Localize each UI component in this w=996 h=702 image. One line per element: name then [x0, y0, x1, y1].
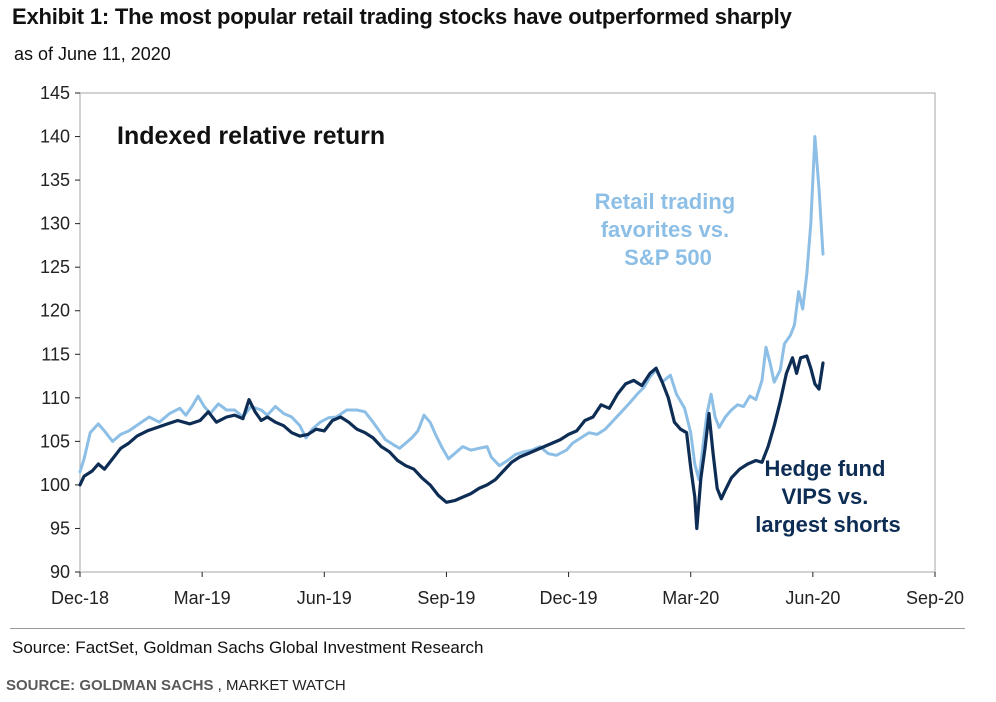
y-tick-label: 145 [40, 83, 70, 103]
hedge-label-line: Hedge fund [764, 456, 885, 481]
y-tick-label: 90 [50, 562, 70, 582]
x-tick-label: Jun-19 [297, 588, 352, 608]
x-tick-label: Dec-19 [540, 588, 598, 608]
y-tick-label: 125 [40, 257, 70, 277]
hedge-label-line: VIPS vs. [782, 484, 869, 509]
x-tick-label: Dec-18 [51, 588, 109, 608]
retail-favorites-line [78, 135, 825, 482]
y-tick-label: 120 [40, 301, 70, 321]
exhibit-subtitle: as of June 11, 2020 [14, 44, 171, 64]
series-layer [78, 135, 825, 531]
source-note: Source: FactSet, Goldman Sachs Global In… [12, 638, 484, 657]
y-tick-label: 110 [41, 388, 70, 408]
hedge-series-label: Hedge fund VIPS vs. largest shorts [755, 456, 901, 537]
credit-separator: , [213, 677, 227, 694]
x-tick-label: Mar-20 [662, 588, 719, 608]
credit-label: SOURCE: GOLDMAN SACHS [6, 677, 214, 694]
footer-divider [10, 628, 965, 629]
y-tick-label: 135 [40, 170, 70, 190]
plot-frame [79, 92, 936, 573]
chart-annotation-title: Indexed relative return [117, 122, 385, 150]
line-chart: 90 95 100 105 110 115 120 125 130 135 140 145 Dec-1… [40, 83, 964, 608]
retail-label-line: Retail trading [595, 189, 736, 214]
credit-line: SOURCE: GOLDMAN SACHS , MARKET WATCH [6, 677, 346, 694]
retail-series-label: Retail trading favorites vs. S&P 500 [595, 189, 742, 270]
x-tick-label: Mar-19 [174, 588, 231, 608]
y-axis: 90 95 100 105 110 115 120 125 130 135 140 145 [40, 83, 80, 582]
hedge-fund-vips-line [78, 354, 825, 531]
hedge-label-line: largest shorts [755, 512, 901, 537]
x-axis: Dec-18 Mar-19 Jun-19 Sep-19 Dec-19 Mar-20 Jun-… [51, 572, 964, 608]
y-tick-label: 140 [40, 127, 70, 147]
y-tick-label: 115 [41, 344, 70, 364]
x-tick-label: Jun-20 [785, 588, 840, 608]
y-tick-label: 100 [40, 475, 70, 495]
retail-label-line: S&P 500 [624, 245, 712, 270]
y-tick-label: 95 [50, 518, 70, 538]
exhibit-title: Exhibit 1: The most popular retail tradi… [12, 4, 792, 29]
y-tick-label: 130 [40, 214, 70, 234]
credit-outlet: MARKET WATCH [226, 677, 346, 694]
y-tick-label: 105 [40, 431, 70, 451]
x-tick-label: Sep-19 [417, 588, 475, 608]
retail-label-line: favorites vs. [601, 217, 729, 242]
x-tick-label: Sep-20 [906, 588, 964, 608]
